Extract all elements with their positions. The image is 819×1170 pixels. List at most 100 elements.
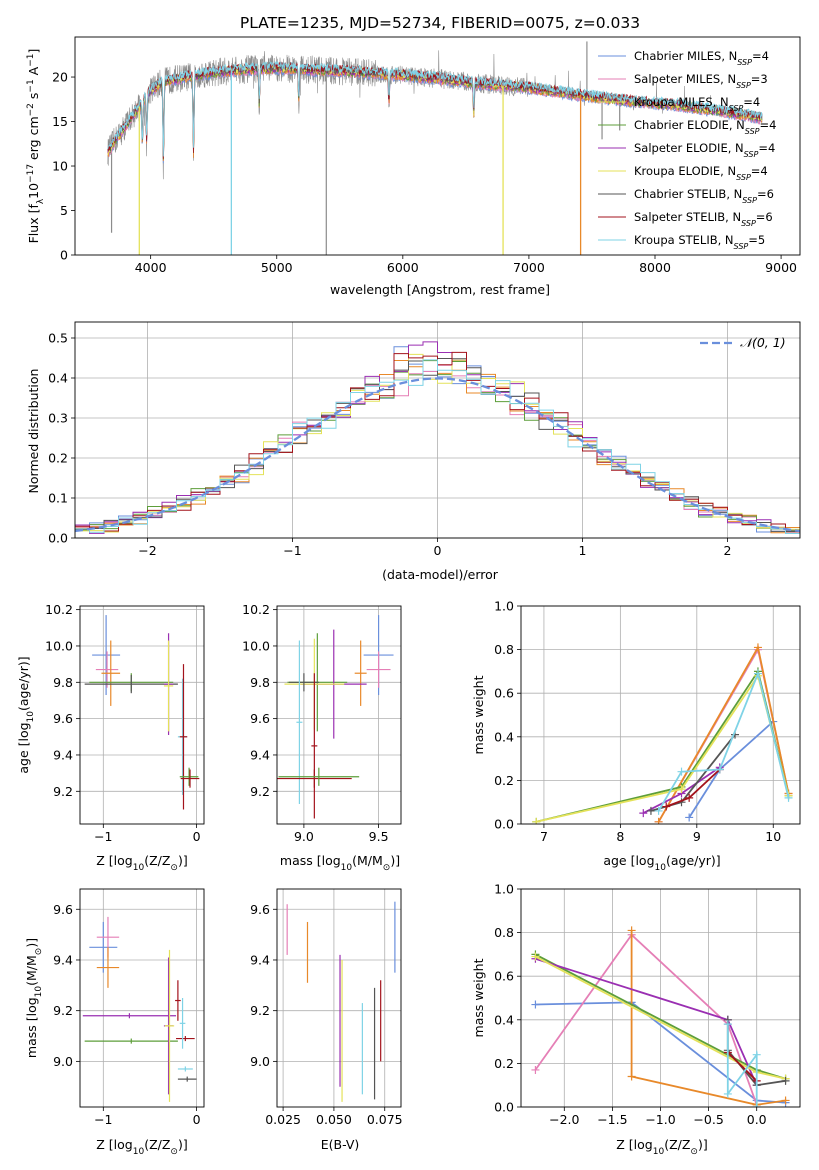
age-vs-mass-axes: 9.0 9.5 9.2 9.4 9.6 9.8 10.0 10.2 mass [log10(M/… bbox=[242, 602, 402, 873]
weight-point-marker bbox=[784, 793, 793, 802]
y-tick-label: 5 bbox=[60, 203, 68, 218]
weight-point-marker bbox=[723, 1020, 732, 1029]
plot-area bbox=[531, 926, 790, 1107]
y-tick-label: 1.0 bbox=[494, 882, 514, 897]
label-part: 10 bbox=[26, 183, 41, 199]
x-tick-label: 9 bbox=[693, 829, 701, 844]
x-axis-label: Z [log10(Z/Z⊙)] bbox=[616, 1137, 707, 1157]
legend-sub: SSP bbox=[729, 104, 744, 113]
weight-point-marker bbox=[715, 765, 724, 774]
label-part: Flux [f bbox=[26, 204, 41, 244]
weight-point-marker bbox=[654, 806, 663, 815]
legend-tail: =4 bbox=[758, 141, 775, 155]
y-tick-label: 0.0 bbox=[48, 531, 68, 546]
weight-series-line bbox=[727, 1051, 758, 1082]
axes-frame bbox=[276, 605, 402, 825]
legend-sub: SSP bbox=[742, 196, 757, 205]
label-part: s bbox=[26, 93, 41, 104]
x-tick-label: 0.050 bbox=[316, 1112, 352, 1127]
label-part: −1 bbox=[26, 54, 36, 67]
legend-entry: Salpeter MILES, NSSP=3 bbox=[634, 72, 768, 90]
weight-point-marker bbox=[781, 1076, 790, 1085]
legend-sub: SSP bbox=[745, 127, 760, 136]
legend-text: Salpeter STELIB, N bbox=[634, 210, 741, 224]
x-tick-label: 8000 bbox=[639, 260, 671, 275]
label-part: 10 bbox=[133, 1147, 145, 1157]
y-tick-label: 0.3 bbox=[48, 411, 68, 426]
legend-sub: SSP bbox=[741, 219, 756, 228]
y-tick-label: 0.5 bbox=[48, 331, 68, 346]
legend-sub: SSP bbox=[734, 242, 749, 251]
label-part: (Z/Z bbox=[144, 853, 170, 868]
x-tick-label: −1.5 bbox=[597, 1112, 627, 1127]
label-part: −2 bbox=[26, 103, 36, 116]
legend-sub: SSP bbox=[744, 150, 759, 159]
y-tick-label: 0 bbox=[60, 248, 68, 263]
legend-text: Chabrier STELIB, N bbox=[634, 187, 742, 201]
y-tick-label: 9.2 bbox=[250, 784, 270, 799]
plot-area bbox=[286, 901, 396, 1102]
y-tick-label: 0.0 bbox=[494, 1100, 514, 1115]
weight-point-marker bbox=[627, 926, 636, 935]
x-tick-label: −2 bbox=[138, 543, 156, 558]
x-axis-label: mass [log10(M/M⊙)] bbox=[280, 853, 400, 873]
y-tick-label: 9.6 bbox=[53, 711, 73, 726]
y-tick-label: 0.6 bbox=[494, 686, 514, 701]
axes-frame bbox=[79, 888, 205, 1108]
weight-point-marker bbox=[781, 1096, 790, 1105]
weight-point-marker bbox=[753, 643, 762, 652]
x-tick-label: −1 bbox=[283, 543, 301, 558]
y-axis-label: mass weight bbox=[471, 675, 486, 754]
y-tick-label: 9.4 bbox=[53, 747, 73, 762]
mass-vs-Z-axes: −1 09.09.29.49.6Z [log10(Z/Z⊙)]mass [log1… bbox=[24, 888, 205, 1157]
normal-curve bbox=[75, 377, 800, 533]
label-part: ⊙ bbox=[690, 1147, 698, 1157]
y-tick-label: 9.0 bbox=[53, 1054, 73, 1069]
legend-entry: Salpeter ELODIE, NSSP=4 bbox=[634, 141, 775, 159]
weight-point-marker bbox=[531, 1000, 540, 1009]
x-tick-label: 0 bbox=[193, 1112, 201, 1127]
axes-frame bbox=[276, 888, 402, 1108]
legend-tail: =5 bbox=[748, 233, 765, 247]
weight-point-marker bbox=[531, 1065, 540, 1074]
label-part: −17 bbox=[26, 164, 36, 183]
y-tick-label: 0.2 bbox=[494, 1056, 514, 1071]
x-tick-label: −0.5 bbox=[693, 1112, 723, 1127]
plot-area bbox=[75, 341, 800, 538]
y-tick-label: 1.0 bbox=[494, 599, 514, 614]
weight-point-marker bbox=[685, 793, 694, 802]
x-tick-label: 8 bbox=[616, 829, 624, 844]
y-tick-label: 20 bbox=[52, 70, 68, 85]
legend-tail: =4 bbox=[743, 95, 760, 109]
x-tick-label: 0.025 bbox=[265, 1112, 301, 1127]
legend-text: Salpeter ELODIE, N bbox=[634, 141, 744, 155]
y-tick-label: 9.2 bbox=[53, 784, 73, 799]
x-tick-label: 4000 bbox=[135, 260, 167, 275]
label-part: 10 bbox=[26, 711, 36, 723]
weight-point-marker bbox=[639, 809, 648, 818]
y-axis-label: Normed distribution bbox=[26, 369, 41, 494]
weight-series-line bbox=[536, 673, 790, 823]
spectrum-axes: 4000 5000 6000 7000 8000 9000 0 5 10 15 20 waveleng… bbox=[26, 36, 801, 297]
x-tick-label: 1 bbox=[579, 543, 587, 558]
plot-area bbox=[532, 643, 793, 824]
y-tick-label: 0.2 bbox=[494, 773, 514, 788]
legend-sub: SSP bbox=[737, 58, 752, 67]
x-tick-label: 7000 bbox=[513, 260, 545, 275]
y-tick-label: 10.2 bbox=[45, 602, 73, 617]
y-tick-label: 0.0 bbox=[494, 817, 514, 832]
legend-tail: =4 bbox=[760, 118, 777, 132]
x-axis-label: Z [log10(Z/Z⊙)] bbox=[96, 853, 187, 873]
x-tick-label: 0 bbox=[193, 829, 201, 844]
y-tick-label: 9.0 bbox=[250, 1054, 270, 1069]
weight-point-marker bbox=[685, 813, 694, 822]
label-part: ⊙ bbox=[170, 863, 178, 873]
x-tick-label: −1 bbox=[94, 829, 112, 844]
weight-series-line bbox=[726, 1024, 758, 1107]
label-part: mass [log bbox=[280, 853, 341, 868]
y-tick-label: 9.6 bbox=[250, 711, 270, 726]
legend-text: Kroupa ELODIE, N bbox=[634, 164, 736, 178]
label-part: )] bbox=[390, 853, 400, 868]
model-spectrum-line bbox=[107, 60, 763, 157]
